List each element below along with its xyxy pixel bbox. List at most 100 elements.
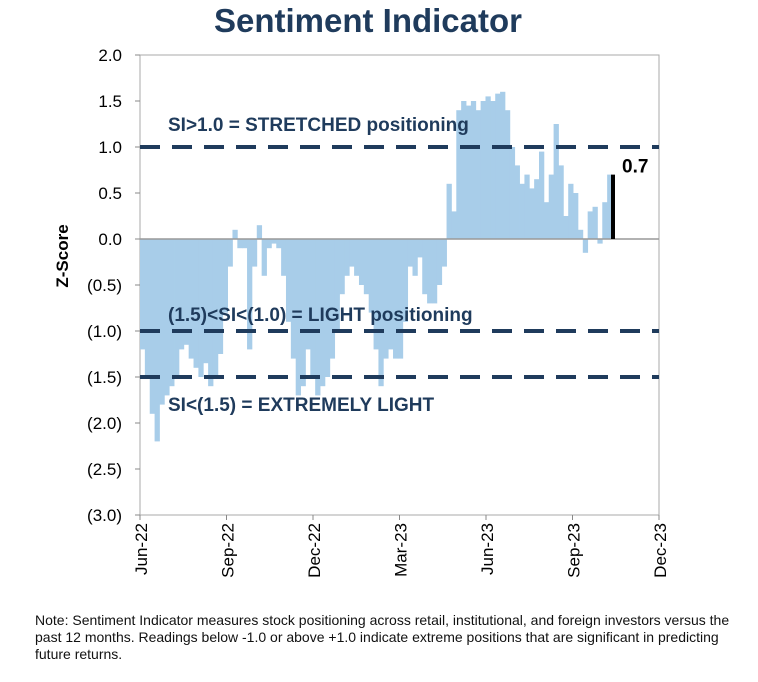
y-tick-label: (1.0) xyxy=(87,322,122,341)
reference-lines-group: SI>1.0 = STRETCHED positioning (1.5)<SI<(… xyxy=(140,115,659,416)
bar xyxy=(500,91,506,239)
bar xyxy=(251,239,258,267)
bar xyxy=(558,165,564,239)
bar xyxy=(290,239,297,359)
bar xyxy=(149,239,155,414)
y-tick-label: 1.5 xyxy=(98,92,122,111)
bar xyxy=(461,101,467,239)
bar xyxy=(159,239,165,405)
bar xyxy=(451,211,457,239)
bar xyxy=(208,239,214,387)
x-tick-label: Sep-22 xyxy=(219,523,238,578)
bar xyxy=(407,239,413,267)
bar xyxy=(334,239,340,331)
bar xyxy=(543,202,550,239)
bar xyxy=(607,174,613,239)
bar xyxy=(198,239,204,377)
bar xyxy=(378,239,384,387)
bar xyxy=(144,239,151,377)
bar xyxy=(573,193,579,239)
bar xyxy=(475,110,482,239)
bar xyxy=(514,165,520,239)
bar xyxy=(470,101,477,239)
latest-value-group: 0.7 xyxy=(611,157,648,239)
bar xyxy=(383,239,389,359)
bar xyxy=(495,93,501,239)
bar xyxy=(339,239,345,295)
bar xyxy=(358,239,365,285)
bar xyxy=(183,239,190,345)
y-tick-label: 1.0 xyxy=(98,138,122,157)
latest-value-label: 0.7 xyxy=(622,157,648,178)
bar xyxy=(169,239,175,387)
bar xyxy=(178,239,185,350)
footnote: Note: Sentiment Indicator measures stock… xyxy=(35,612,730,662)
bar xyxy=(242,239,248,249)
bar xyxy=(427,239,433,304)
x-tick-label: Sep-23 xyxy=(565,523,584,578)
y-tick-label: 0.0 xyxy=(98,230,122,249)
bar xyxy=(285,239,292,322)
bar xyxy=(232,229,238,239)
bar xyxy=(368,239,374,313)
bar xyxy=(373,239,379,350)
y-axis-label: Z-Score xyxy=(53,224,72,287)
bar xyxy=(412,239,418,276)
x-tick-label: Mar-23 xyxy=(392,523,411,577)
reference-line-label: SI>1.0 = STRETCHED positioning xyxy=(168,115,469,136)
bar xyxy=(261,239,267,276)
bar xyxy=(417,239,423,258)
bar xyxy=(402,239,409,322)
y-tick-label: (1.5) xyxy=(87,368,122,387)
bar xyxy=(587,211,593,239)
bar xyxy=(140,239,146,350)
bar xyxy=(271,239,277,244)
bar xyxy=(431,239,438,304)
bar xyxy=(281,239,287,276)
bar xyxy=(563,216,569,239)
bar xyxy=(363,239,370,295)
bar xyxy=(393,239,399,359)
bar xyxy=(397,239,404,359)
bar xyxy=(217,239,224,354)
bar xyxy=(446,183,452,239)
bar xyxy=(154,239,160,442)
bar xyxy=(519,183,525,239)
bar xyxy=(174,239,180,377)
reference-line-label: SI<(1.5) = EXTREMELY LIGHT xyxy=(168,395,434,416)
bar xyxy=(539,151,545,239)
bar xyxy=(193,239,199,368)
bar xyxy=(324,239,331,377)
bar xyxy=(441,239,447,267)
y-tick-label: (2.5) xyxy=(87,460,122,479)
bar xyxy=(344,239,350,276)
bar xyxy=(329,239,336,359)
bar xyxy=(490,101,496,239)
bar xyxy=(247,239,253,350)
bar xyxy=(315,239,321,396)
chart-title: Sentiment Indicator xyxy=(214,2,522,39)
bar xyxy=(480,101,486,239)
bar xyxy=(349,239,355,267)
bar xyxy=(436,239,443,285)
y-tick-label: (0.5) xyxy=(87,276,122,295)
bar xyxy=(212,239,219,377)
y-tick-label: 0.5 xyxy=(98,184,122,203)
y-tick-label: (3.0) xyxy=(87,506,122,525)
bar xyxy=(577,229,584,239)
bar xyxy=(295,239,301,396)
reference-line-label: (1.5)<SI<(1.0) = LIGHT positioning xyxy=(168,305,473,326)
bar xyxy=(276,239,282,249)
bar xyxy=(164,239,170,396)
bar xyxy=(485,96,491,240)
x-tick-label: Dec-22 xyxy=(305,523,324,578)
bar xyxy=(524,174,530,239)
bar xyxy=(354,239,360,276)
bar xyxy=(568,183,574,239)
x-tick-label: Jun-23 xyxy=(478,523,497,575)
sentiment-chart: Sentiment Indicator Z-Score 2.0 1.5 1.0 0.5… xyxy=(53,2,670,578)
axes-group: 2.0 1.5 1.0 0.5 0.0 (0.5) (1.0) (1.5) (2.0) (2.5)… xyxy=(87,46,670,578)
x-tick-label: Dec-23 xyxy=(651,523,670,578)
bar xyxy=(222,239,228,313)
bar xyxy=(534,179,540,239)
